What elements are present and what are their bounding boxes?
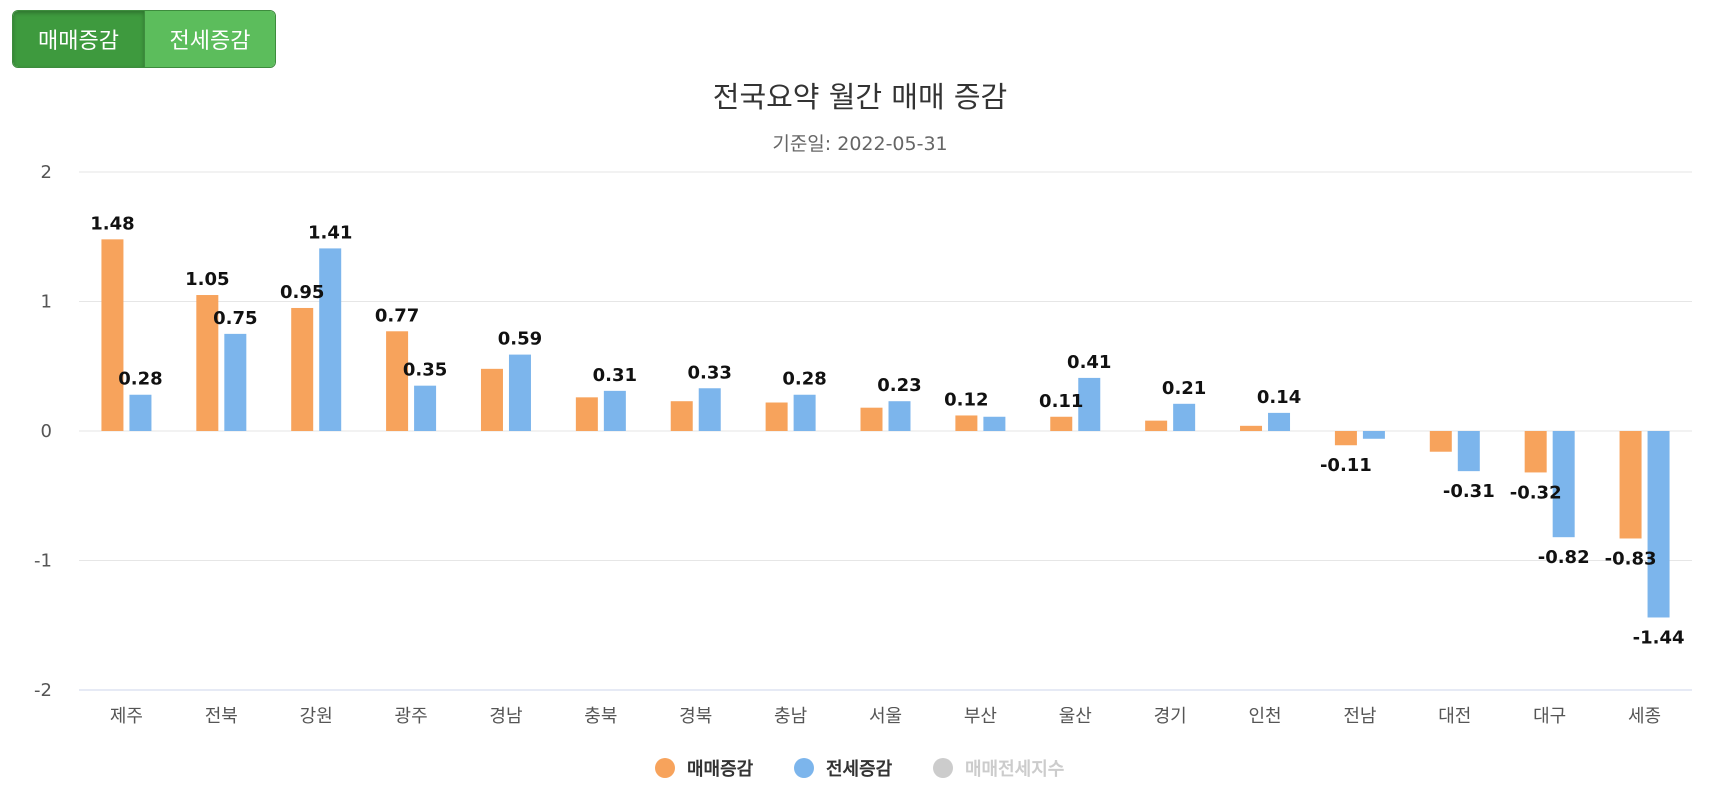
bar-sale[interactable] [291, 307, 314, 431]
bar-sale[interactable] [670, 401, 693, 431]
tab-sale-change[interactable]: 매매증감 [13, 11, 144, 67]
bar-sale[interactable] [101, 239, 124, 431]
bar-sale[interactable] [386, 331, 409, 431]
tab-jeonse-change[interactable]: 전세증감 [144, 11, 275, 67]
bar-sale[interactable] [955, 415, 978, 431]
data-label: 0.33 [688, 362, 732, 383]
data-label: 0.28 [118, 369, 162, 390]
x-tick-label: 부산 [964, 706, 997, 727]
legend-item[interactable]: 매매전세지수 [933, 758, 1064, 780]
x-tick-label: 강원 [300, 706, 333, 727]
y-tick-label: 2 [41, 162, 52, 183]
x-tick-label: 서울 [869, 706, 902, 727]
bar-sale[interactable] [1145, 420, 1168, 431]
data-label: -0.83 [1605, 548, 1657, 569]
y-tick-label: -1 [34, 551, 52, 572]
bar-jeonse[interactable] [1457, 431, 1480, 472]
x-tick-label: 충북 [584, 706, 617, 727]
bar-sale[interactable] [196, 295, 219, 431]
x-tick-label: 제주 [110, 706, 143, 727]
bar-sale[interactable] [1619, 431, 1642, 539]
x-tick-label: 세종 [1628, 706, 1661, 727]
legend-label: 매매전세지수 [965, 759, 1064, 780]
data-label: 0.95 [280, 282, 324, 303]
bar-sale[interactable] [765, 402, 788, 431]
bar-jeonse[interactable] [508, 354, 531, 431]
data-label: -0.31 [1443, 481, 1495, 502]
bar-sale[interactable] [480, 368, 503, 431]
x-tick-label: 전북 [205, 706, 238, 727]
x-tick-label: 광주 [395, 706, 428, 727]
bar-jeonse[interactable] [888, 401, 911, 431]
chart-subtitle: 기준일: 2022-05-31 [772, 133, 947, 155]
x-tick-label: 경북 [679, 706, 712, 727]
data-label: -0.32 [1510, 482, 1562, 503]
legend-item[interactable]: 매매증감 [655, 758, 754, 780]
data-label: 0.31 [593, 365, 637, 386]
data-label: 0.21 [1162, 378, 1206, 399]
x-tick-label: 전남 [1343, 706, 1376, 727]
data-label: 1.05 [185, 269, 229, 290]
bar-sale[interactable] [575, 397, 598, 431]
chart-title: 전국요약 월간 매매 증감 [713, 80, 1007, 114]
bar-sale[interactable] [1524, 431, 1547, 473]
bar-jeonse[interactable] [793, 394, 816, 431]
bar-jeonse[interactable] [1552, 431, 1575, 538]
data-label: 0.28 [782, 369, 826, 390]
x-tick-label: 대전 [1438, 706, 1471, 727]
x-tick-label: 울산 [1059, 706, 1092, 727]
y-tick-label: -2 [34, 680, 52, 701]
legend-label: 전세증감 [826, 759, 893, 780]
x-tick-label: 충남 [774, 706, 807, 727]
data-label: 0.35 [403, 360, 447, 381]
legend-item[interactable]: 전세증감 [794, 758, 893, 780]
x-tick-label: 인천 [1248, 706, 1281, 727]
bar-jeonse[interactable] [1078, 377, 1101, 431]
data-label: 0.11 [1039, 391, 1083, 412]
data-label: 0.41 [1067, 352, 1111, 373]
x-tick-label: 경남 [489, 706, 522, 727]
y-tick-label: 1 [41, 292, 52, 313]
data-label: 1.41 [308, 222, 352, 243]
data-label: 0.77 [375, 305, 419, 326]
legend-label: 매매증감 [687, 759, 754, 780]
data-label: -0.11 [1320, 455, 1372, 476]
y-tick-label: 0 [41, 421, 52, 442]
bar-jeonse[interactable] [129, 394, 152, 431]
bar-jeonse[interactable] [414, 385, 437, 431]
x-tick-label: 경기 [1154, 706, 1187, 727]
bar-jeonse[interactable] [603, 390, 626, 431]
x-tick-label: 대구 [1533, 706, 1566, 727]
bar-jeonse[interactable] [983, 416, 1006, 431]
bar-jeonse[interactable] [1268, 412, 1291, 431]
data-label: -0.82 [1538, 547, 1590, 568]
data-label: 0.59 [498, 329, 542, 350]
legend-marker [794, 758, 814, 778]
data-label: 0.75 [213, 308, 257, 329]
data-label: -1.44 [1633, 627, 1685, 648]
bar-sale[interactable] [1334, 431, 1357, 446]
bar-sale[interactable] [1050, 416, 1073, 431]
tab-group: 매매증감 전세증감 [12, 10, 276, 68]
bar-sale[interactable] [1429, 431, 1452, 452]
bar-jeonse[interactable] [1362, 431, 1385, 439]
data-label: 1.48 [90, 213, 134, 234]
bar-sale[interactable] [860, 407, 883, 431]
data-label: 0.12 [944, 389, 988, 410]
bar-jeonse[interactable] [319, 248, 342, 431]
bar-sale[interactable] [1240, 425, 1263, 431]
bar-jeonse[interactable] [1647, 431, 1670, 618]
legend-marker [655, 758, 675, 778]
legend-marker [933, 758, 953, 778]
bar-jeonse[interactable] [698, 388, 721, 431]
data-label: 0.14 [1257, 387, 1301, 408]
bar-jeonse[interactable] [1173, 403, 1196, 431]
bar-jeonse[interactable] [224, 333, 247, 431]
data-label: 0.23 [877, 375, 921, 396]
